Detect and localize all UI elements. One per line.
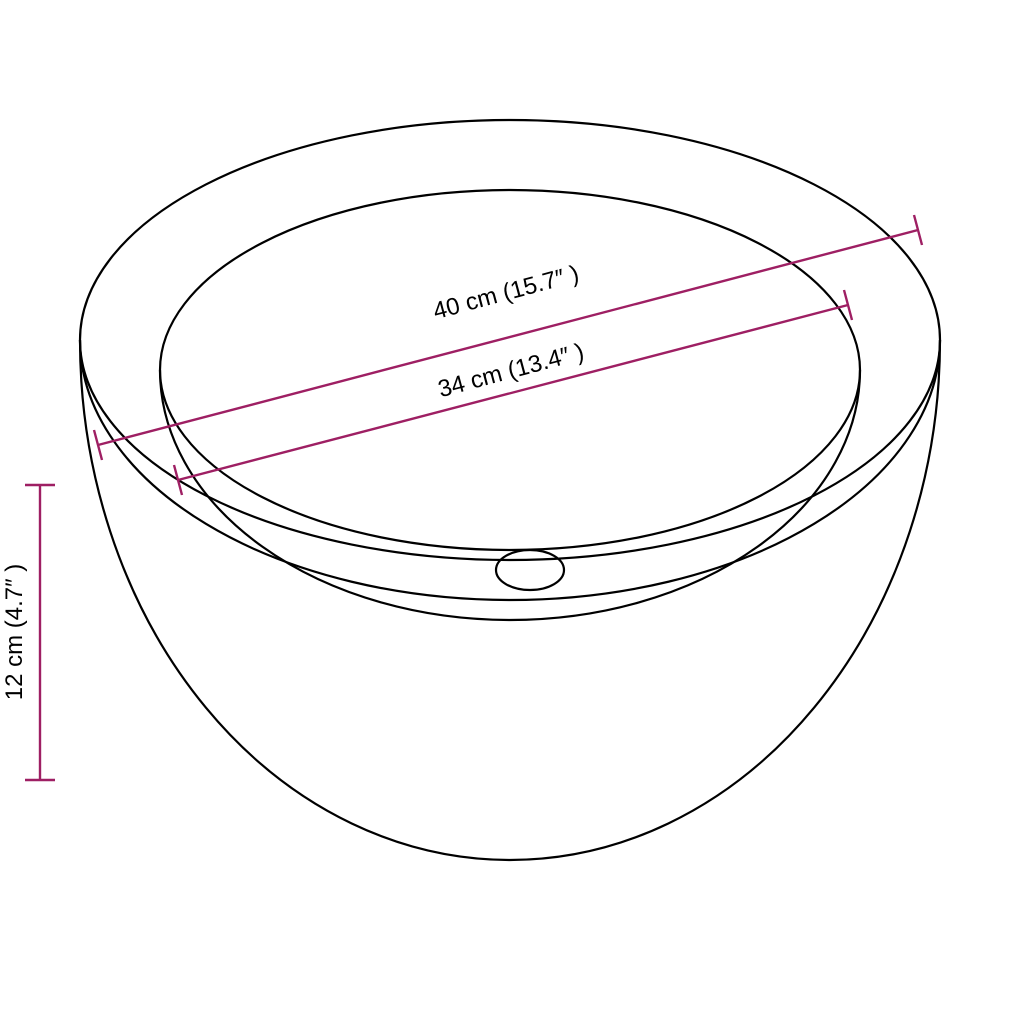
dim-label-outer: 40 cm (15.7″ ): [430, 260, 582, 325]
dim-line: [178, 305, 848, 480]
drain-hole-ellipse: [496, 550, 564, 590]
dim-label-height: 12 cm (4.7″ ): [1, 564, 28, 701]
basin-dimension-drawing: 40 cm (15.7″ ) 34 cm (13.4″ ) 12 cm (4.7…: [0, 0, 1024, 1024]
dimension-height: 12 cm (4.7″ ): [1, 485, 55, 780]
inner-bowl-front-arc: [160, 370, 860, 620]
dimension-outer-diameter: 40 cm (15.7″ ): [94, 215, 922, 460]
dimension-inner-diameter: 34 cm (13.4″ ): [174, 290, 852, 495]
outer-rim-ellipse: [80, 120, 940, 560]
dim-line: [98, 230, 918, 445]
